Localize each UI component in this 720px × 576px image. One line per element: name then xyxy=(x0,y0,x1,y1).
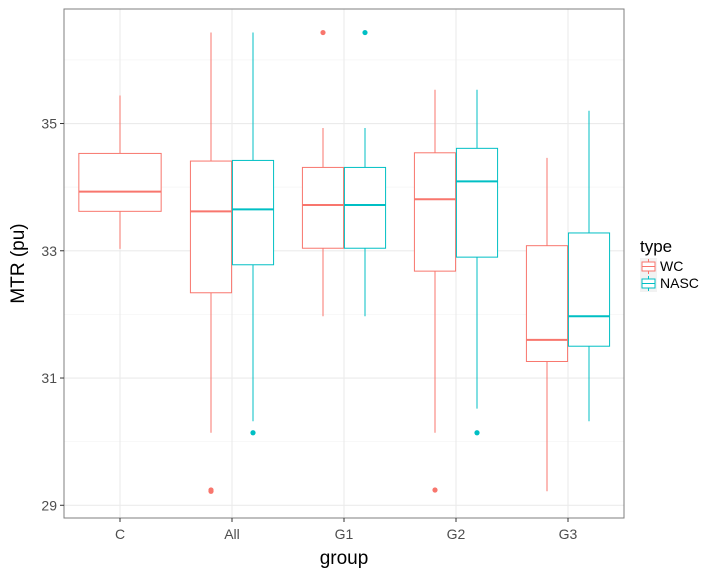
y-tick-label: 35 xyxy=(41,116,57,132)
x-tick-label: C xyxy=(115,526,125,542)
box-iqr xyxy=(525,245,569,362)
axes: 29 31 33 35 C All G1 G2 G3 xyxy=(41,116,577,542)
box-iqr xyxy=(567,232,611,347)
outlier-point xyxy=(432,487,438,493)
box-nasc-g2 xyxy=(455,89,499,436)
x-tick-label: G2 xyxy=(447,526,466,542)
y-axis-title: MTR (pu) xyxy=(8,223,29,303)
box-iqr xyxy=(413,152,457,272)
y-tick-label: 33 xyxy=(41,243,57,259)
y-tick-label: 31 xyxy=(41,370,57,386)
x-tick-label: G3 xyxy=(559,526,578,542)
outlier-point xyxy=(362,29,368,36)
x-tick-label: All xyxy=(224,526,240,542)
x-tick-label: G1 xyxy=(335,526,354,542)
box-wc-g1 xyxy=(301,29,345,317)
legend-item-wc: WC xyxy=(640,258,683,275)
outlier-point xyxy=(320,29,326,36)
box-wc-c xyxy=(78,95,162,249)
box-iqr xyxy=(189,160,233,294)
box-wc-g2 xyxy=(413,89,457,493)
legend-title: type xyxy=(640,237,672,256)
legend-item-nasc: NASC xyxy=(640,275,699,292)
box-series xyxy=(78,29,611,494)
box-wc-all xyxy=(189,32,233,494)
legend-label: WC xyxy=(660,258,683,274)
x-axis-title: group xyxy=(320,548,369,569)
legend-label: NASC xyxy=(660,275,699,291)
box-nasc-g1 xyxy=(343,29,387,317)
outlier-point xyxy=(208,487,214,493)
box-nasc-g3 xyxy=(567,110,611,422)
box-wc-g3 xyxy=(525,157,569,492)
box-iqr xyxy=(455,147,499,258)
box-iqr xyxy=(301,166,345,249)
outlier-point xyxy=(250,430,256,436)
y-tick-label: 29 xyxy=(41,497,57,513)
outlier-point xyxy=(474,430,480,436)
box-iqr xyxy=(231,159,275,266)
box-iqr xyxy=(343,166,387,249)
box-iqr xyxy=(78,152,162,212)
box-nasc-all xyxy=(231,32,275,436)
